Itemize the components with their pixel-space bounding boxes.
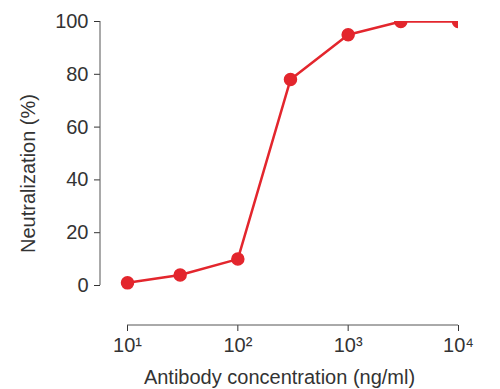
svg-text:Antibody concentration (ng/ml): Antibody concentration (ng/ml)	[144, 366, 415, 388]
svg-text:Neutralization (%): Neutralization (%)	[17, 94, 39, 253]
svg-text:0: 0	[77, 274, 88, 296]
svg-text:10²: 10²	[223, 334, 252, 356]
svg-text:40: 40	[66, 168, 88, 190]
svg-text:10³: 10³	[334, 334, 363, 356]
svg-text:80: 80	[66, 63, 88, 85]
svg-text:10⁴: 10⁴	[443, 334, 474, 356]
svg-text:100: 100	[55, 10, 88, 32]
svg-text:10¹: 10¹	[113, 334, 142, 356]
svg-text:20: 20	[66, 221, 88, 243]
svg-text:60: 60	[66, 116, 88, 138]
